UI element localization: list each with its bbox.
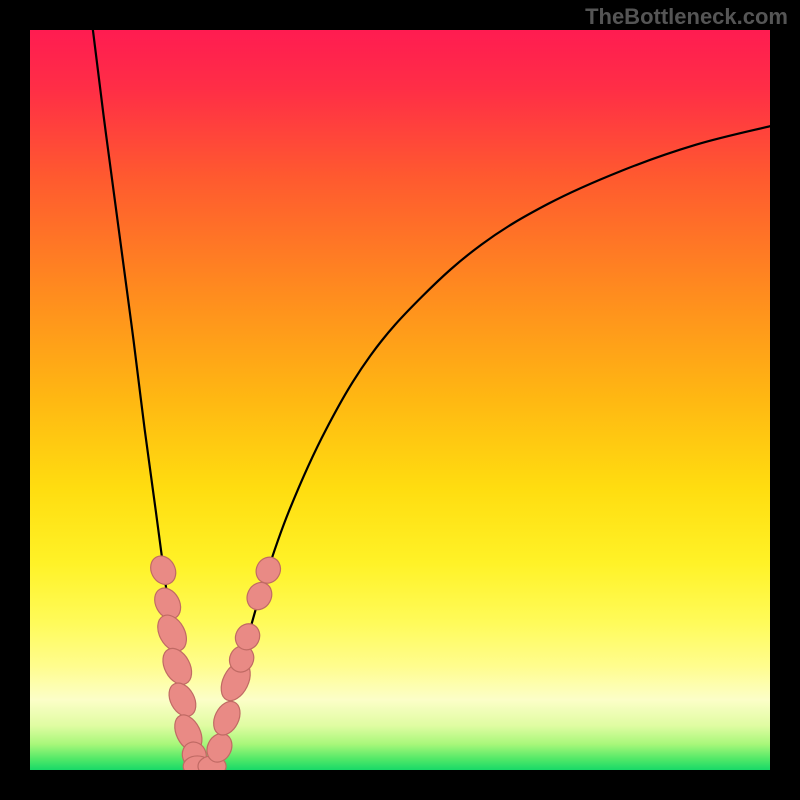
watermark-text: TheBottleneck.com <box>585 4 788 30</box>
chart-svg <box>0 0 800 800</box>
